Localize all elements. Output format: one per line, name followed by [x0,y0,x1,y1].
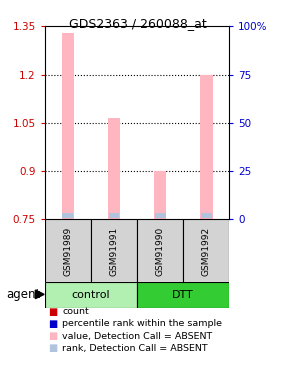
Text: agent: agent [6,288,40,301]
Polygon shape [35,290,44,298]
Text: GSM91991: GSM91991 [110,226,119,276]
Bar [108,118,120,219]
Text: GSM91989: GSM91989 [64,226,72,276]
Bar [200,75,213,219]
Bar [45,282,137,308]
Text: GSM91990: GSM91990 [155,226,164,276]
Bar [137,219,183,283]
Bar [183,219,229,283]
Text: ■: ■ [48,331,57,341]
Text: percentile rank within the sample: percentile rank within the sample [62,320,222,328]
Bar [201,213,212,218]
Bar [91,219,137,283]
Text: rank, Detection Call = ABSENT: rank, Detection Call = ABSENT [62,344,208,352]
Bar [45,219,91,283]
Bar [154,171,166,219]
Text: ■: ■ [48,319,57,329]
Text: DTT: DTT [172,290,194,300]
Text: value, Detection Call = ABSENT: value, Detection Call = ABSENT [62,332,213,340]
Text: ■: ■ [48,343,57,353]
Bar [137,282,229,308]
Bar [61,33,75,219]
Text: control: control [72,290,110,300]
Bar [108,213,119,218]
Text: GDS2363 / 260088_at: GDS2363 / 260088_at [69,17,206,30]
Text: count: count [62,308,89,316]
Text: ■: ■ [48,307,57,317]
Bar [155,213,166,218]
Text: GSM91992: GSM91992 [202,226,211,276]
Bar [62,213,73,218]
